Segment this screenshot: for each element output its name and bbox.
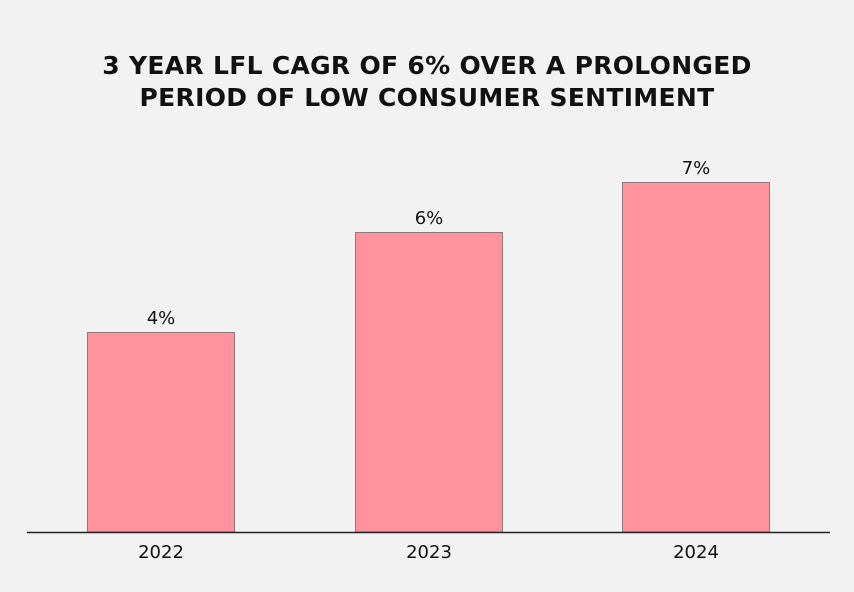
bar-2024 <box>622 182 770 533</box>
bar-2023 <box>355 232 503 533</box>
x-tick-label-2022: 2022 <box>138 542 184 563</box>
chart-title-line-2: PERIOD OF LOW CONSUMER SENTIMENT <box>139 83 715 112</box>
data-label-2022: 4% <box>147 308 176 329</box>
chart-title: 3 YEAR LFL CAGR OF 6% OVER A PROLONGED P… <box>0 50 854 114</box>
data-label-2024: 7% <box>682 158 711 179</box>
x-tick-label-2023: 2023 <box>406 542 452 563</box>
chart-title-line-1: 3 YEAR LFL CAGR OF 6% OVER A PROLONGED <box>102 51 752 80</box>
x-tick-label-2024: 2024 <box>673 542 719 563</box>
bar-2022 <box>87 332 235 533</box>
data-label-2023: 6% <box>415 208 444 229</box>
